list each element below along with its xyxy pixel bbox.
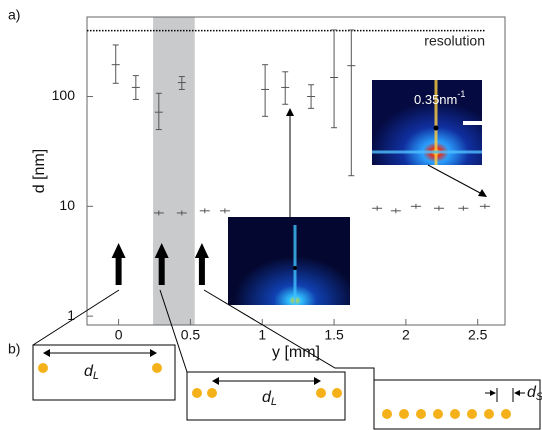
particle [192, 388, 202, 398]
x-tick-label: 1 [258, 327, 266, 343]
particle [332, 388, 342, 398]
head [43, 349, 50, 357]
box [374, 380, 540, 429]
particle [467, 409, 477, 419]
x-tick-label: 0 [115, 327, 123, 343]
connector [33, 290, 119, 345]
scale-sup: -1 [457, 89, 465, 99]
head [490, 390, 496, 396]
head [212, 377, 219, 385]
arrow [112, 243, 126, 285]
particle [399, 409, 409, 419]
particle [38, 363, 48, 373]
y-tick-label: 100 [52, 87, 76, 103]
inset-top: 0.35nm-1 [372, 80, 495, 165]
beam-stop [434, 126, 439, 131]
dim-label: dL [84, 363, 99, 382]
sub: L [93, 370, 99, 382]
particle [501, 409, 511, 419]
particle [416, 409, 426, 419]
head [314, 377, 321, 385]
particles [38, 363, 511, 419]
inset-bottom [228, 217, 350, 305]
head [514, 390, 520, 396]
x-tick-label: 2.5 [468, 327, 488, 343]
resolution-label: resolution [424, 32, 485, 48]
particle [382, 409, 392, 419]
inset-image [228, 217, 350, 305]
connector-head [286, 108, 294, 116]
x-tick-label: 2 [402, 327, 410, 343]
arrow [195, 243, 209, 285]
head [150, 349, 157, 357]
particle [316, 388, 326, 398]
x-tick-label: 0.5 [181, 327, 201, 343]
particle [484, 409, 494, 419]
dim-label: dL [262, 389, 277, 408]
particle [450, 409, 460, 419]
sub: L [271, 396, 277, 408]
y-tick-label: 10 [59, 197, 75, 213]
sub: S [536, 391, 542, 403]
panel-label: b) [8, 341, 20, 357]
y-axis-label: d [nm] [31, 149, 48, 193]
scale-text: 0.35nm [414, 92, 457, 107]
figure: a)11010000.511.522.5y [mm]d [nm]resoluti… [0, 0, 542, 430]
x-axis-label: y [mm] [272, 344, 320, 361]
beam-stop [293, 266, 297, 270]
particle [433, 409, 443, 419]
panel-label: a) [8, 7, 20, 23]
particle [152, 363, 162, 373]
connector [428, 165, 482, 194]
particle [207, 388, 217, 398]
x-tick-label: 1.5 [324, 327, 344, 343]
